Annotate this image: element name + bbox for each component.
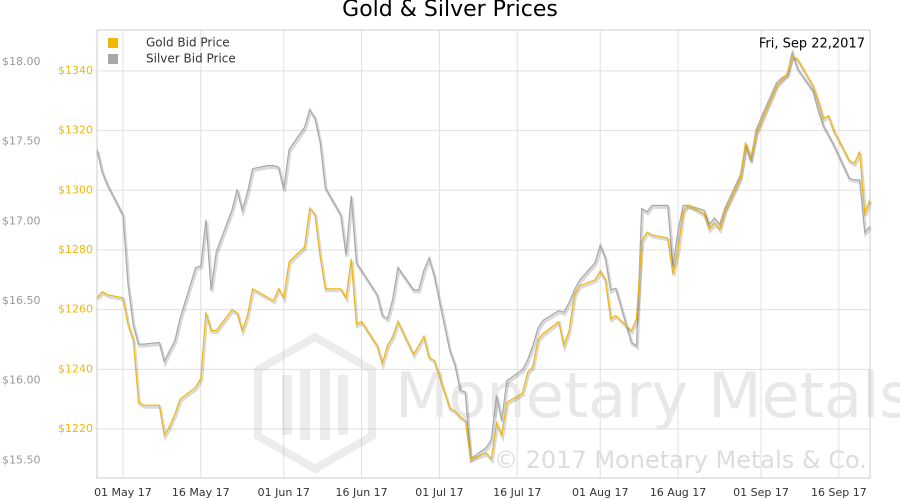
watermark-copyright: © 2017 Monetary Metals & Co. [494, 446, 867, 474]
line [96, 50, 871, 461]
legend-label: Gold Bid Price [146, 36, 230, 50]
y-tick-label: $17.50 [2, 135, 41, 148]
y-tick-label: $17.00 [2, 214, 41, 227]
x-tick-label: 16 Jun 17 [335, 486, 387, 499]
y-tick-label: $18.00 [2, 55, 41, 68]
x-tick-label: 16 Sep 17 [811, 486, 867, 499]
watermark-logo [254, 332, 376, 474]
y2-tick-label: $1280 [58, 243, 93, 256]
x-tick-label: 16 May 17 [172, 486, 230, 499]
date-label: Fri, Sep 22,2017 [759, 37, 865, 52]
y2-tick-label: $1300 [58, 183, 93, 196]
y-tick-label: $16.50 [2, 294, 41, 307]
plot-frame [96, 29, 871, 479]
x-tick-label: 01 May 17 [94, 486, 152, 499]
x-tick-label: 16 Jul 17 [493, 486, 541, 499]
x-tick-label: 01 Jun 17 [258, 486, 310, 499]
y2-tick-label: $1240 [58, 362, 93, 375]
y2-tick-label: $1220 [58, 422, 93, 435]
y-tick-label: $15.50 [2, 453, 41, 466]
chart-title: Gold & Silver Prices [342, 0, 558, 22]
y2-tick-label: $1260 [58, 303, 93, 316]
x-tick-label: 01 Sep 17 [733, 486, 789, 499]
x-tick-label: 01 Aug 17 [572, 486, 628, 499]
x-tick-label: 01 Jul 17 [415, 486, 463, 499]
y2-tick-label: $1320 [58, 124, 93, 137]
legend-swatch [108, 38, 118, 48]
legend-label: Silver Bid Price [146, 52, 236, 66]
legend-swatch [108, 54, 118, 64]
y2-tick-label: $1340 [58, 64, 93, 77]
line [96, 55, 871, 461]
watermark-text: Monetary Metals [395, 359, 900, 432]
x-tick-label: 16 Aug 17 [650, 486, 706, 499]
y-tick-label: $16.00 [2, 374, 41, 387]
